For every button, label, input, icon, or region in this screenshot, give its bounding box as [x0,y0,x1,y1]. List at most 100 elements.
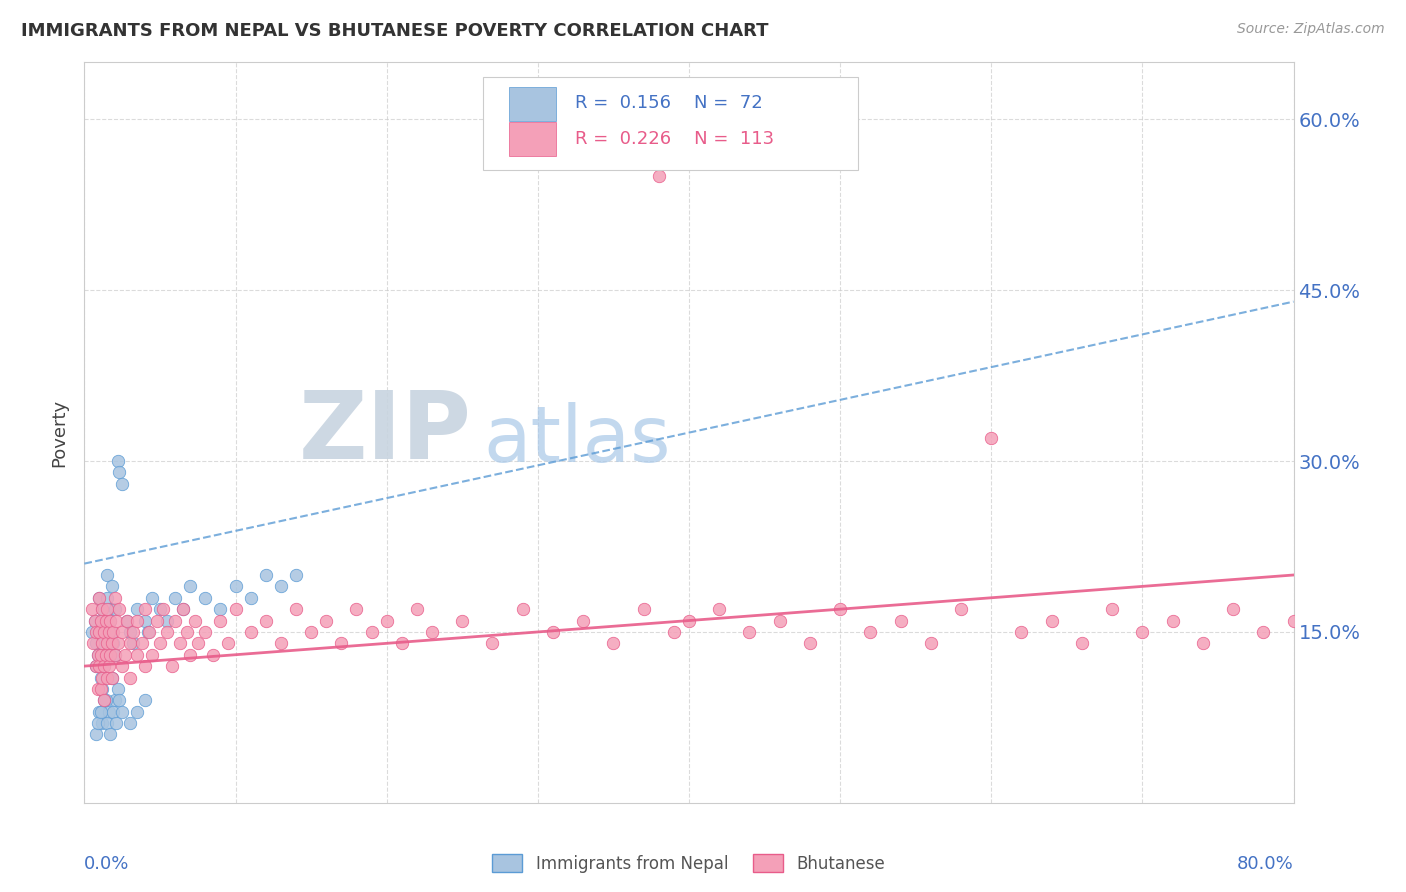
Point [91,671,114,685]
Point [239,591,262,605]
Point [91,636,114,650]
Point [104,648,127,662]
Point [105,716,128,731]
Point [96,602,118,616]
Point [141,648,163,662]
Point [90,705,112,719]
Point [633,602,655,616]
Point [217,636,239,650]
Point [118,716,141,731]
Point [572,614,595,628]
Point [391,636,413,650]
Point [678,614,700,628]
Point [1192,636,1215,650]
Point [107,636,129,650]
Point [101,624,124,639]
FancyBboxPatch shape [509,122,555,156]
Point [87,681,110,696]
Point [96,636,118,650]
Point [91,602,114,616]
Point [104,693,127,707]
Point [91,716,114,731]
Point [96,568,118,582]
Point [420,624,443,639]
Point [108,466,131,480]
Point [111,624,134,639]
Point [100,636,122,650]
Point [315,614,337,628]
Point [662,624,685,639]
Point [346,602,368,616]
Point [84,614,107,628]
Point [115,614,138,628]
Point [1161,614,1184,628]
Point [299,624,322,639]
Point [86,636,108,650]
Point [89,659,111,673]
Point [96,624,118,639]
Point [541,624,564,639]
Point [108,693,131,707]
Point [270,579,292,593]
Point [134,602,156,616]
Point [100,579,122,593]
Point [209,614,232,628]
Point [89,705,111,719]
Point [187,636,209,650]
Point [86,727,108,741]
Point [512,602,534,616]
Point [100,671,122,685]
Point [830,602,852,616]
Point [270,636,292,650]
Point [769,614,792,628]
Point [481,636,503,650]
Point [87,648,110,662]
Point [156,624,179,639]
Point [1071,636,1094,650]
Point [146,614,169,628]
Point [87,648,110,662]
Point [254,614,277,628]
Point [134,693,156,707]
Text: R =  0.226    N =  113: R = 0.226 N = 113 [575,129,775,148]
Point [86,659,108,673]
Point [97,705,120,719]
Point [80,624,103,639]
Point [165,591,187,605]
Text: R =  0.156    N =  72: R = 0.156 N = 72 [575,95,763,112]
Point [149,602,172,616]
Point [108,602,131,616]
Point [127,705,149,719]
Point [91,681,114,696]
Text: ZIP: ZIP [298,386,471,479]
Point [93,624,115,639]
Point [94,648,117,662]
Point [107,681,129,696]
Point [118,636,141,650]
Point [131,636,153,650]
Point [406,602,429,616]
Point [134,614,156,628]
Point [98,614,121,628]
Point [80,602,103,616]
FancyBboxPatch shape [484,78,858,169]
Point [118,671,141,685]
Point [183,614,205,628]
Point [1253,624,1275,639]
Point [172,602,194,616]
Text: atlas: atlas [484,402,671,478]
Point [179,579,201,593]
Text: 0.0%: 0.0% [84,855,129,872]
Point [90,671,112,685]
Point [225,602,247,616]
Point [93,693,115,707]
Point [100,671,122,685]
Point [97,602,120,616]
Point [98,648,121,662]
Point [709,602,731,616]
Point [96,591,118,605]
Point [97,636,120,650]
Point [93,659,115,673]
Point [93,693,115,707]
Point [360,624,382,639]
